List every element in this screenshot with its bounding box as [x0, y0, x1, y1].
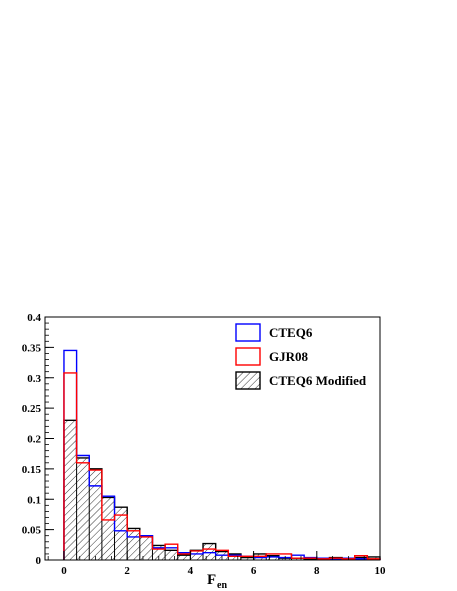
- histogram-bar: [101, 497, 115, 560]
- series-cteq6-modified: [63, 419, 381, 560]
- histogram-bar: [63, 420, 77, 560]
- histogram-bar: [291, 558, 305, 560]
- histogram-bar: [165, 550, 178, 560]
- y-tick-label: 0.1: [27, 494, 41, 506]
- legend-swatch: [235, 371, 261, 390]
- y-tick-label: 0.05: [22, 525, 42, 537]
- axes: 0 0.05 0.1 0.15 0.2 0.25 0.3 0.35 0.4 0 2 4 6 8 10 F en: [22, 312, 386, 591]
- histogram-bar: [203, 543, 216, 560]
- y-tick-label: 0.4: [27, 312, 41, 324]
- x-tick-label: 10: [375, 565, 387, 577]
- legend-entry-label: CTEQ6 Modified: [269, 373, 367, 388]
- histogram-bar: [127, 528, 140, 560]
- histogram-bar: [114, 507, 128, 560]
- histogram-bar: [89, 468, 102, 560]
- legend-swatch: [235, 323, 261, 342]
- x-tick-label: 2: [124, 565, 130, 577]
- y-tick-label: 0.15: [22, 464, 42, 476]
- series-outline: [63, 372, 381, 560]
- x-tick-label: 6: [251, 565, 257, 577]
- x-axis-title-subscript: en: [217, 580, 227, 591]
- histogram-bar: [190, 550, 204, 560]
- legend-swatch: [235, 347, 261, 366]
- x-tick-label: 4: [188, 565, 194, 577]
- histogram-bar: [177, 555, 191, 560]
- y-tick-label: 0.35: [22, 342, 42, 354]
- histogram-bar: [76, 457, 90, 560]
- histogram-bar: [240, 557, 254, 560]
- y-tick-label: 0: [36, 555, 42, 567]
- histogram-bar: [266, 555, 279, 560]
- y-tick-label: 0.2: [27, 434, 41, 446]
- x-tick-label: 0: [61, 565, 67, 577]
- y-tick-label: 0.25: [22, 403, 42, 415]
- y-tick-label: 0.3: [27, 373, 41, 385]
- histogram-bar: [139, 535, 153, 560]
- x-axis-title: F: [207, 572, 216, 588]
- series-gjr08: [63, 372, 381, 560]
- plot-area: [63, 349, 381, 561]
- legend: CTEQ6 GJR08 CTEQ6 Modified: [235, 323, 367, 390]
- x-tick-label: 8: [314, 565, 320, 577]
- legend-entry-label: GJR08: [269, 349, 309, 364]
- legend-entry-label: CTEQ6: [269, 325, 313, 340]
